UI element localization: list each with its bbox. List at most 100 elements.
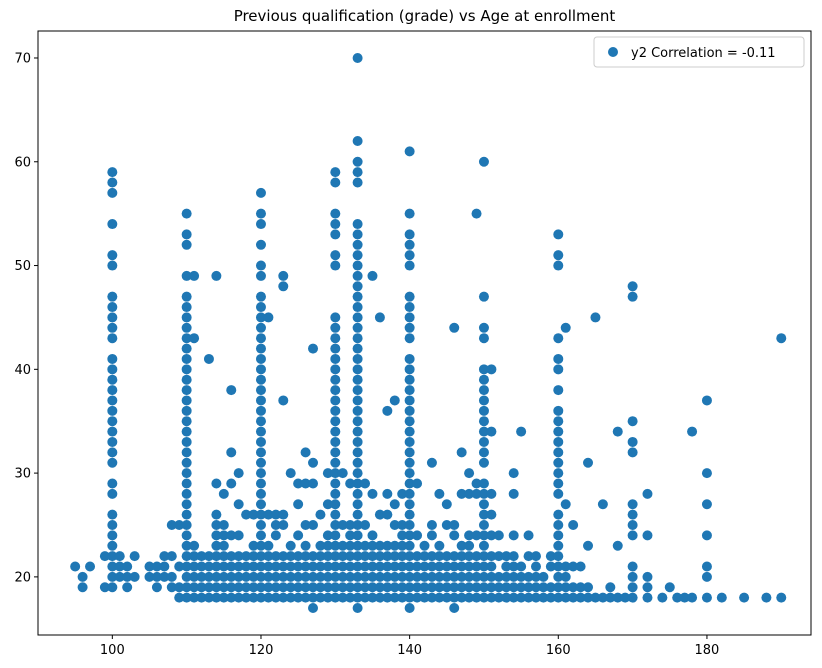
data-point <box>107 416 118 427</box>
data-point <box>456 447 467 458</box>
data-point <box>166 519 177 530</box>
data-point <box>293 478 304 489</box>
data-point <box>553 426 564 437</box>
data-point <box>471 571 482 582</box>
x-axis: 100 120 140 160 180 <box>100 635 719 658</box>
data-point <box>255 436 266 447</box>
data-point <box>530 571 541 582</box>
data-point <box>166 571 177 582</box>
data-point <box>218 551 229 562</box>
data-point <box>293 592 304 603</box>
data-point <box>568 592 579 603</box>
data-point <box>478 540 489 551</box>
data-point <box>174 561 185 572</box>
data-point <box>345 530 356 541</box>
data-point <box>293 530 304 541</box>
data-point <box>471 208 482 219</box>
data-point <box>367 582 378 593</box>
data-point <box>553 540 564 551</box>
data-point <box>605 592 616 603</box>
data-point <box>553 519 564 530</box>
data-point <box>382 488 393 499</box>
data-point <box>203 582 214 593</box>
data-point <box>255 291 266 302</box>
data-point <box>181 395 192 406</box>
data-point <box>545 551 556 562</box>
data-point <box>255 540 266 551</box>
data-point <box>352 447 363 458</box>
data-point <box>486 530 497 541</box>
data-point <box>181 374 192 385</box>
data-point <box>285 551 296 562</box>
data-point <box>166 551 177 562</box>
data-point <box>189 561 200 572</box>
data-point <box>397 582 408 593</box>
data-point <box>248 551 259 562</box>
data-point <box>501 551 512 562</box>
data-point <box>486 364 497 375</box>
data-point <box>203 592 214 603</box>
data-point <box>330 592 341 603</box>
data-point <box>181 551 192 562</box>
plot-frame <box>37 30 812 636</box>
data-point <box>456 582 467 593</box>
data-point <box>523 592 534 603</box>
data-point <box>255 561 266 572</box>
data-point <box>114 551 125 562</box>
data-point <box>315 571 326 582</box>
data-point <box>345 561 356 572</box>
data-point <box>330 530 341 541</box>
data-point <box>352 592 363 603</box>
data-point <box>553 530 564 541</box>
data-point <box>434 551 445 562</box>
data-point <box>211 582 222 593</box>
data-point <box>196 561 207 572</box>
data-point <box>181 478 192 489</box>
data-point <box>389 582 400 593</box>
data-point <box>545 582 556 593</box>
data-point <box>181 333 192 344</box>
data-point <box>590 312 601 323</box>
data-point <box>255 468 266 479</box>
data-point <box>389 551 400 562</box>
data-point <box>308 343 319 354</box>
data-point <box>501 571 512 582</box>
data-point <box>181 561 192 572</box>
data-point <box>583 582 594 593</box>
data-point <box>330 177 341 188</box>
data-point <box>404 603 415 614</box>
data-point <box>404 385 415 396</box>
data-point <box>211 561 222 572</box>
data-point <box>330 333 341 344</box>
data-point <box>553 250 564 261</box>
data-point <box>553 571 564 582</box>
data-point <box>612 592 623 603</box>
data-point <box>315 561 326 572</box>
data-point <box>330 447 341 458</box>
data-point <box>270 571 281 582</box>
data-point <box>330 353 341 364</box>
data-point <box>449 592 460 603</box>
data-point <box>397 551 408 562</box>
data-point <box>478 551 489 562</box>
data-point <box>226 561 237 572</box>
data-point <box>434 582 445 593</box>
legend-marker <box>608 47 618 57</box>
data-point <box>255 405 266 416</box>
data-point <box>456 571 467 582</box>
data-point <box>352 385 363 396</box>
data-point <box>627 582 638 593</box>
data-point <box>501 582 512 593</box>
data-point <box>404 229 415 240</box>
data-point <box>761 592 772 603</box>
data-point <box>412 571 423 582</box>
data-point <box>181 582 192 593</box>
data-point <box>278 551 289 562</box>
data-point <box>181 416 192 427</box>
chart-title: Previous qualification (grade) vs Age at… <box>234 7 616 25</box>
data-point <box>404 426 415 437</box>
data-point <box>642 592 653 603</box>
data-point <box>545 592 556 603</box>
data-point <box>181 519 192 530</box>
